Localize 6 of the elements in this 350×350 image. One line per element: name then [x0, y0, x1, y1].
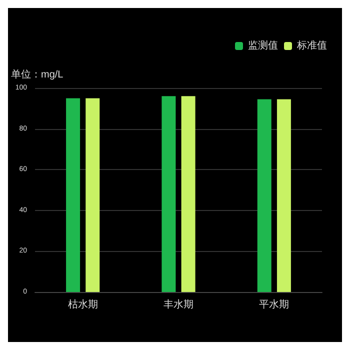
legend-label: 监测值: [248, 40, 278, 52]
legend-label: 标准值: [296, 40, 327, 52]
y-axis-title: 单位：mg/L: [11, 68, 64, 80]
x-tick-label: 丰水期: [164, 298, 194, 310]
x-tick-label: 枯水期: [68, 298, 98, 310]
x-tick-label: 平水期: [259, 298, 290, 310]
